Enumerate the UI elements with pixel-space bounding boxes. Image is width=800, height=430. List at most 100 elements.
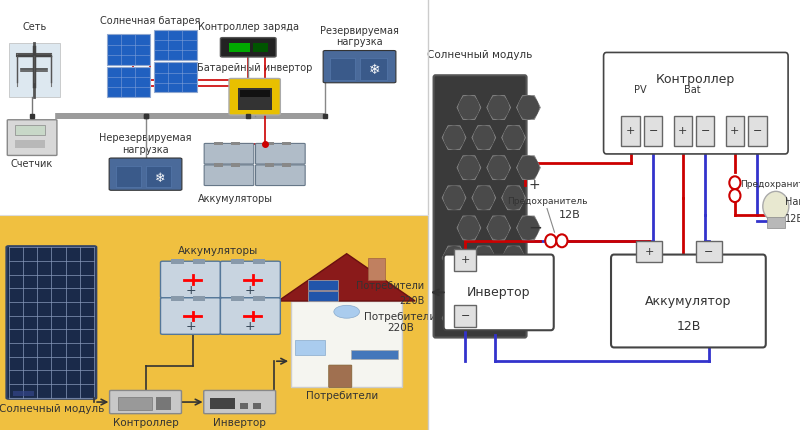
Bar <box>266 142 274 145</box>
Text: −: − <box>529 219 542 237</box>
Polygon shape <box>472 126 496 150</box>
Text: +: + <box>461 255 470 265</box>
Text: +: + <box>245 320 256 333</box>
Bar <box>115 166 142 187</box>
Bar <box>308 292 338 301</box>
Circle shape <box>488 216 509 240</box>
Circle shape <box>458 276 479 300</box>
FancyBboxPatch shape <box>107 67 150 97</box>
Text: −: − <box>648 126 658 136</box>
FancyBboxPatch shape <box>748 116 766 146</box>
Bar <box>15 140 45 148</box>
FancyBboxPatch shape <box>9 43 60 97</box>
FancyBboxPatch shape <box>221 38 276 57</box>
Circle shape <box>503 306 524 330</box>
Polygon shape <box>442 186 466 210</box>
Text: Резервируемая
нагрузка: Резервируемая нагрузка <box>320 26 399 47</box>
Text: Инвертор: Инвертор <box>214 418 266 428</box>
Bar <box>156 396 171 409</box>
Circle shape <box>503 246 524 270</box>
Bar <box>171 259 184 264</box>
Circle shape <box>556 234 567 247</box>
Circle shape <box>730 189 741 202</box>
Bar <box>330 58 355 80</box>
FancyBboxPatch shape <box>204 390 276 414</box>
Text: Потребители: Потребители <box>306 391 378 401</box>
Bar <box>240 90 270 97</box>
Circle shape <box>488 95 509 120</box>
FancyBboxPatch shape <box>255 144 305 164</box>
FancyBboxPatch shape <box>6 246 96 399</box>
Text: +: + <box>529 178 540 192</box>
FancyBboxPatch shape <box>726 116 744 146</box>
FancyBboxPatch shape <box>434 75 526 338</box>
Bar <box>359 58 387 80</box>
Polygon shape <box>457 156 481 180</box>
Bar <box>238 88 272 110</box>
Circle shape <box>488 156 509 180</box>
Text: +: + <box>185 320 196 333</box>
Polygon shape <box>457 216 481 240</box>
Text: +: + <box>645 246 654 257</box>
Text: PV: PV <box>634 85 646 95</box>
Bar <box>193 296 206 301</box>
Text: 12В: 12В <box>676 320 701 333</box>
Polygon shape <box>457 95 481 120</box>
Polygon shape <box>442 126 466 150</box>
Polygon shape <box>486 95 510 120</box>
FancyBboxPatch shape <box>622 116 640 146</box>
Polygon shape <box>502 306 526 330</box>
Text: Инвертор: Инвертор <box>467 286 530 299</box>
FancyBboxPatch shape <box>636 241 662 262</box>
Text: −: − <box>701 126 710 136</box>
Text: Солнечный модуль: Солнечный модуль <box>0 404 104 414</box>
Polygon shape <box>472 306 496 330</box>
Circle shape <box>474 126 494 150</box>
Bar <box>146 166 171 187</box>
Polygon shape <box>486 156 510 180</box>
Polygon shape <box>517 216 540 240</box>
FancyBboxPatch shape <box>7 120 57 156</box>
Text: Аккумулятор: Аккумулятор <box>646 295 731 307</box>
Polygon shape <box>457 276 481 300</box>
Bar <box>351 350 398 359</box>
Polygon shape <box>486 216 510 240</box>
Bar <box>253 296 266 301</box>
Text: Солнечный модуль: Солнечный модуль <box>427 50 533 60</box>
Text: Батарейный инвертор: Батарейный инвертор <box>197 63 312 73</box>
Circle shape <box>458 156 479 180</box>
Text: ❄: ❄ <box>369 63 380 77</box>
Circle shape <box>444 126 465 150</box>
FancyBboxPatch shape <box>323 50 396 83</box>
Circle shape <box>474 246 494 270</box>
Circle shape <box>763 191 789 221</box>
Circle shape <box>518 156 539 180</box>
Bar <box>214 163 222 166</box>
Polygon shape <box>502 186 526 210</box>
Bar <box>368 258 386 280</box>
FancyBboxPatch shape <box>444 255 554 330</box>
Text: Счетчик: Счетчик <box>11 159 54 169</box>
Bar <box>171 296 184 301</box>
FancyBboxPatch shape <box>161 298 221 335</box>
Text: Солнечная батарея: Солнечная батарея <box>100 16 200 26</box>
Bar <box>253 259 266 264</box>
Circle shape <box>488 276 509 300</box>
Polygon shape <box>502 246 526 270</box>
Circle shape <box>444 186 465 210</box>
FancyBboxPatch shape <box>107 34 150 64</box>
Bar <box>118 396 152 409</box>
Bar <box>308 280 338 290</box>
Circle shape <box>503 186 524 210</box>
FancyBboxPatch shape <box>329 365 352 387</box>
FancyBboxPatch shape <box>644 116 662 146</box>
Polygon shape <box>486 276 510 300</box>
Bar <box>253 403 261 408</box>
FancyBboxPatch shape <box>291 301 402 387</box>
FancyBboxPatch shape <box>109 158 182 190</box>
Text: Bat: Bat <box>684 85 701 95</box>
Text: Аккумуляторы: Аккумуляторы <box>178 246 258 256</box>
Circle shape <box>545 234 556 247</box>
Polygon shape <box>517 156 540 180</box>
Polygon shape <box>442 246 466 270</box>
